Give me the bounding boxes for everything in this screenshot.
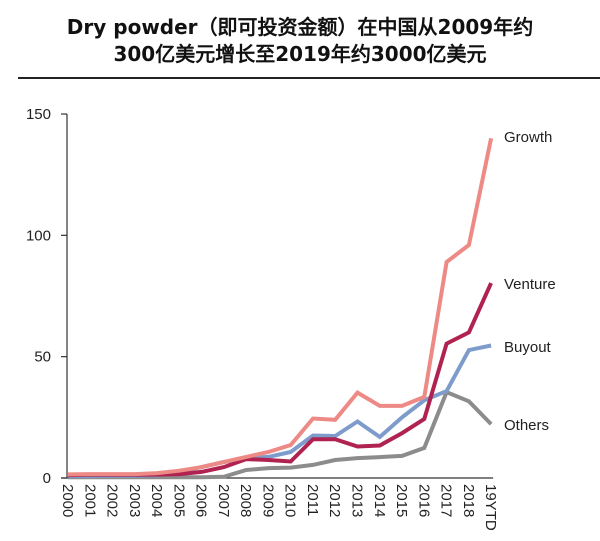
x-tick-label: 2007: [215, 484, 232, 517]
x-tick-label: 2006: [193, 484, 210, 517]
x-tick-label: 2009: [259, 484, 276, 517]
chart-title-line2: 300亿美元增长至2019年约3000亿美元: [113, 42, 487, 66]
x-tick-label: 2003: [126, 484, 143, 517]
x-tick-label: 2000: [59, 484, 76, 517]
series-label-buyout: Buyout: [504, 339, 552, 356]
chart-title: Dry powder（即可投资金额）在中国从2009年约 300亿美元增长至20…: [0, 14, 600, 68]
axes: 0 50 100 150 2000 2001 2002 2003 2004 2005 2006 200…: [26, 106, 499, 531]
y-tick-label: 150: [26, 106, 51, 123]
x-tick-label: 2001: [81, 484, 98, 517]
x-tick-label: 2010: [282, 484, 299, 517]
x-tick-label: 2014: [371, 484, 388, 517]
x-tick-label: 2004: [148, 484, 165, 517]
x-tick-label: 2017: [438, 484, 455, 517]
x-tick-label: 2018: [460, 484, 477, 517]
x-tick-label: 19YTD: [482, 484, 499, 531]
y-tick-label: 0: [43, 470, 51, 487]
series-lines: [67, 137, 494, 480]
x-tick-label: 2016: [415, 484, 432, 517]
x-tick-label: 2002: [104, 484, 121, 517]
series-label-growth: Growth: [504, 129, 552, 146]
x-tick-label: 2015: [393, 484, 410, 517]
series-label-venture: Venture: [504, 276, 556, 293]
x-tick-label: 2013: [349, 484, 366, 517]
series-line-growth: [67, 137, 494, 477]
x-tick-label: 2012: [326, 484, 343, 517]
series-label-others: Others: [504, 417, 549, 434]
chart-title-line1: Dry powder（即可投资金额）在中国从2009年约: [66, 15, 534, 39]
x-tick-label: 2011: [304, 484, 321, 516]
y-tick-label: 50: [34, 349, 51, 366]
y-tick-label: 100: [26, 227, 51, 244]
title-divider: [18, 77, 600, 79]
x-tick-label: 2008: [237, 484, 254, 517]
x-tick-label: 2005: [170, 484, 187, 517]
series-labels: Growth Venture Buyout Others: [504, 129, 556, 434]
